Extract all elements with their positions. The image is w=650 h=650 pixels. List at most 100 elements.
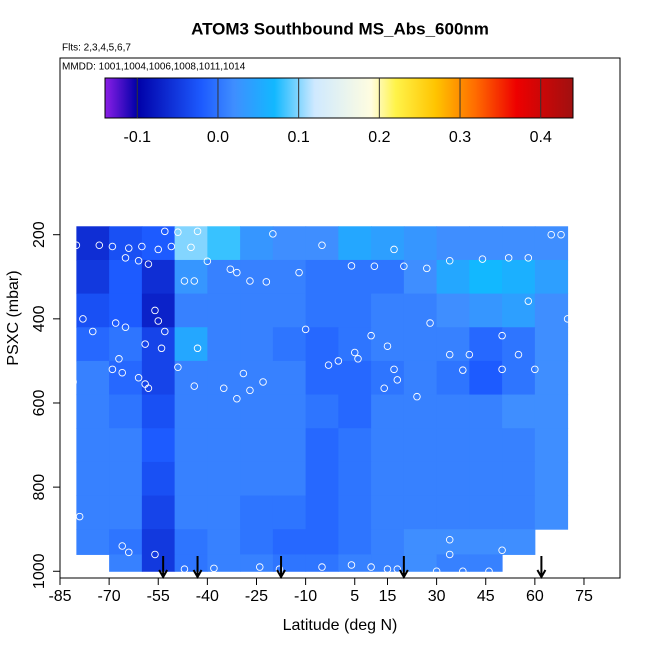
heatmap-cell	[305, 360, 339, 396]
x-tick-label: 45	[477, 588, 495, 605]
observation-point	[459, 567, 467, 576]
x-tick-label: -70	[98, 588, 121, 605]
heatmap-cell	[174, 259, 208, 295]
heatmap-cell	[76, 293, 110, 328]
observation-point	[524, 297, 533, 305]
x-tick-label: 15	[379, 588, 397, 605]
heatmap-cell	[371, 554, 405, 572]
heatmap-cell	[207, 529, 241, 555]
colorbar-tick-label: -0.1	[123, 129, 151, 146]
observation-point	[367, 563, 375, 571]
observation-point	[72, 241, 81, 249]
heatmap-cell	[207, 226, 241, 261]
observation-point	[400, 262, 408, 271]
colorbar-tick-label: 0.3	[449, 129, 471, 146]
heatmap-cell	[502, 461, 536, 497]
observation-point	[180, 277, 189, 285]
heatmap-cell	[534, 259, 569, 295]
heatmap-cell	[534, 293, 569, 328]
observation-point	[134, 373, 143, 382]
heatmap-cell	[141, 461, 176, 497]
heatmap-cell	[272, 554, 307, 572]
observation-point	[347, 262, 356, 270]
observation-point	[445, 535, 454, 544]
arrow	[536, 556, 547, 580]
heatmap-cell	[436, 394, 470, 429]
heatmap-cell	[305, 394, 339, 429]
heatmap-cell	[76, 327, 110, 362]
observation-point	[334, 357, 343, 365]
observation-point	[69, 378, 77, 386]
observation-point	[350, 348, 359, 357]
heatmap-cell	[141, 428, 176, 463]
heatmap-cell	[76, 529, 110, 555]
heatmap-cell	[109, 554, 143, 572]
observation-point	[174, 228, 182, 236]
observation-point	[141, 340, 149, 348]
heatmap-cell	[272, 293, 307, 328]
heatmap-cell	[174, 428, 208, 463]
arrow	[158, 556, 169, 580]
heatmap-cell	[371, 327, 405, 362]
observation-point	[161, 227, 169, 236]
heatmap-cell	[436, 554, 470, 572]
heatmap-cell	[469, 529, 503, 555]
heatmap-cell	[305, 461, 339, 497]
observation-point	[445, 350, 454, 359]
observation-point	[269, 230, 277, 238]
observation-point	[239, 369, 248, 378]
heatmap-cell	[502, 394, 536, 429]
x-tick-label: 75	[575, 588, 593, 605]
heatmap-cell	[469, 428, 503, 463]
heatmap-cell	[305, 293, 339, 328]
heatmap-cell	[207, 394, 241, 429]
heatmap-cell	[109, 259, 143, 295]
observation-point	[167, 242, 176, 251]
heatmap-cell	[502, 495, 536, 530]
observation-point	[134, 257, 143, 265]
heatmap-cell	[403, 259, 438, 295]
x-tick-label: -40	[196, 588, 219, 605]
heatmap-cell	[338, 226, 372, 261]
observation-point	[111, 319, 120, 327]
observation-point	[210, 564, 218, 573]
heatmap-cell	[272, 495, 307, 530]
heatmap-cell	[109, 327, 143, 362]
heatmap-cell	[534, 428, 569, 463]
heatmap-cell	[240, 394, 274, 429]
heatmap-cell	[109, 293, 143, 328]
observation-point	[426, 319, 434, 327]
observation-point	[157, 344, 166, 353]
heatmap-cell	[305, 554, 339, 572]
heatmap-cell	[338, 394, 372, 429]
observation-point	[318, 563, 326, 571]
heatmap-cell	[469, 293, 503, 328]
heatmap-cell	[534, 495, 569, 530]
heatmap-cell	[174, 360, 208, 396]
observation-point	[75, 512, 84, 521]
heatmap-cell	[403, 360, 438, 396]
heatmap-cell	[534, 327, 569, 362]
observation-point	[154, 245, 162, 254]
heatmap-cell	[76, 428, 110, 463]
heatmap-cell	[371, 360, 405, 396]
heatmap-cell	[338, 554, 372, 572]
heatmap-cell	[403, 327, 438, 362]
heatmap-cell	[109, 495, 143, 530]
observation-point	[459, 366, 467, 374]
heatmap-cell	[502, 428, 536, 463]
heatmap-cell	[76, 259, 110, 295]
heatmap-cell	[174, 461, 208, 497]
heatmap-cell	[240, 360, 274, 396]
heatmap-cell	[141, 529, 176, 555]
heatmap-cell	[174, 226, 208, 261]
observation-point	[445, 550, 454, 559]
x-tick-label: 5	[350, 588, 359, 605]
plot-frame	[59, 57, 621, 579]
heatmap-cell	[469, 226, 503, 261]
observation-point	[88, 327, 97, 336]
heatmap-cell	[436, 360, 470, 396]
observation-point	[246, 277, 254, 285]
heatmap-cell	[338, 327, 372, 362]
heatmap-cell	[371, 394, 405, 429]
